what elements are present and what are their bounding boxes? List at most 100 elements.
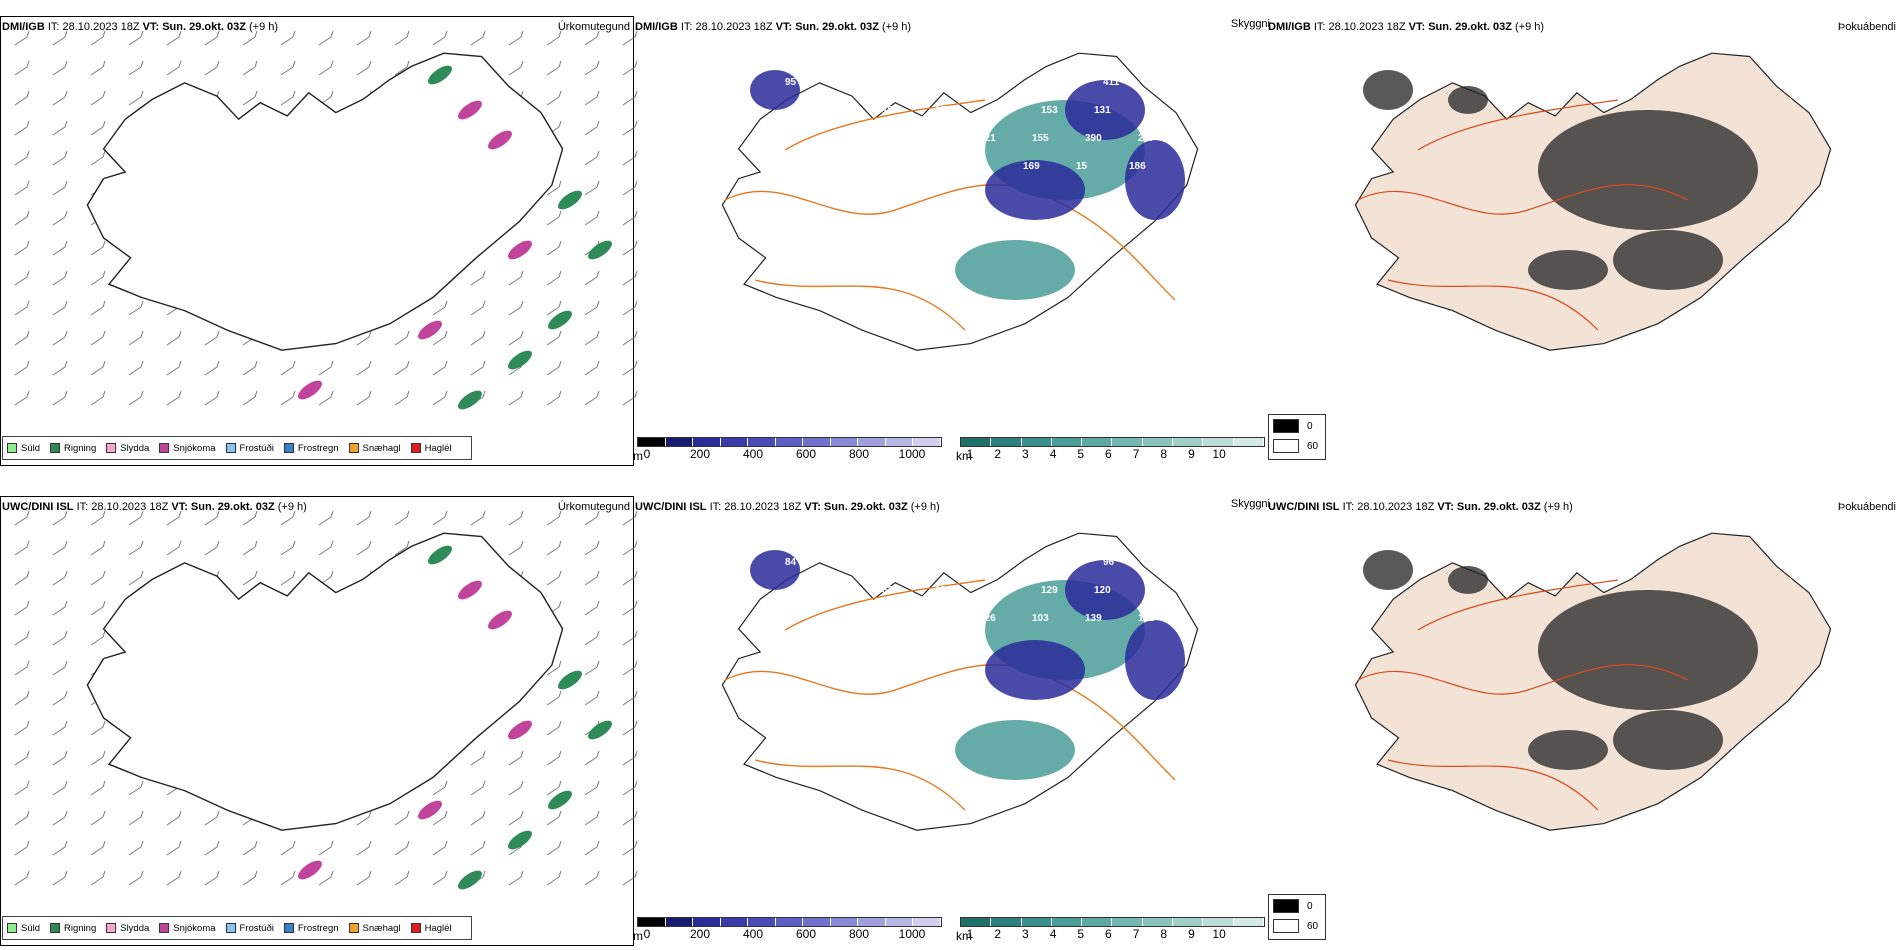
colorbar-cell [803,918,831,926]
colorbar-tick-label: 4 [1049,927,1057,941]
wind-barb [242,840,258,856]
colorbar-cell [803,438,831,446]
legend-swatch [159,923,170,933]
wind-barb [14,660,30,676]
wind-barb [584,270,600,286]
colorbar-tick-label: 800 [848,927,870,941]
coastline [86,532,564,831]
cloud-base-label: 100 [873,133,890,144]
wind-barb [90,240,106,256]
legend-swatch [106,923,117,933]
legend-item: Snæhagl [348,923,401,934]
wind-barb [584,300,600,316]
wind-barb [546,660,562,676]
wind-barb [622,780,638,796]
wind-barb [128,330,144,346]
wind-barb [14,840,30,856]
wind-barb [90,780,106,796]
wind-barb [128,360,144,376]
fog-panel-row2: UWC/DINI ISL IT: 28.10.2023 18Z VT: Sun.… [1268,480,1900,950]
colorbar-cell [638,438,666,446]
cloud-base-label: 65 [997,557,1009,568]
cloud-base-label: 142 [970,161,987,172]
fog-index-legend: 0 60 [1268,894,1326,940]
cloud-base-label: 105 [961,189,978,200]
wind-barb [52,300,68,316]
colorbar-tick-label: 9 [1188,447,1195,461]
colorbar-cell [1203,438,1234,446]
wind-barb [242,870,258,886]
fog-area [1448,566,1488,594]
wind-barb [546,810,562,826]
colorbar-cell [1051,438,1083,446]
colorbar-cell [913,918,942,926]
wind-barb [584,840,600,856]
colorbar-tick-label: 400 [742,447,764,461]
cloud-base-label: 51 [1050,557,1062,568]
wind-barb [242,30,258,46]
wind-barb [14,570,30,586]
cloud-base-label: 100 [829,585,846,596]
cloud-base-label: 211 [838,557,855,568]
colorbar-tick-label: 200 [689,447,711,461]
wind-barb [546,690,562,706]
wind-barb [52,570,68,586]
wind-barb [470,510,486,526]
colorbar-tick-label: 4 [1049,447,1057,461]
wind-barb [52,30,68,46]
panel-variable-label: Skyggni [1230,18,1270,30]
wind-barb [584,330,600,346]
wind-barb [52,150,68,166]
colorbar-cell [1142,918,1174,926]
legend-swatch [7,443,17,453]
wind-barb [280,360,296,376]
fog-area [1528,730,1608,770]
cloud-base-label: 205 [917,161,934,172]
legend-item: Frostregn [283,443,339,454]
cloud-area [955,240,1075,300]
wind-barb [14,510,30,526]
legend-item: Haglél [410,923,452,934]
legend-swatch [50,443,61,453]
wind-barb [470,300,486,316]
wind-barb [622,330,638,346]
model-name: UWC/DINI ISL [2,501,74,513]
wind-barb [584,570,600,586]
legend-item: Slydda [106,923,149,934]
fog-area [1538,110,1758,230]
wind-barb [584,360,600,376]
wind-barb [508,270,524,286]
wind-barb [90,570,106,586]
wind-barb [52,540,68,556]
wind-barb [14,750,30,766]
panel-variable-label: Þokuábendi [1837,21,1896,33]
fog-legend-row: 60 [1273,439,1318,453]
init-time: IT: 28.10.2023 18Z [76,501,169,513]
map-frame [0,496,634,946]
wind-barb [622,120,638,136]
wind-barb [52,390,68,406]
precip-area [298,380,322,400]
legend-item: Snjókoma [159,443,216,454]
colorbar-tick-label: 1000 [898,447,926,461]
colorbar-tick-label: 0 [643,447,651,461]
wind-barb [14,60,30,76]
wind-barb [584,210,600,226]
cloud-base-label: 121 [979,133,996,144]
wind-barb [432,330,448,346]
wind-barb [318,30,334,46]
cloud-base-label: 137 [802,189,819,200]
wind-barb [432,510,448,526]
wind-barb [52,330,68,346]
colorbar-ticks: 1 2 3 4 5 6 7 8 9 10 [960,447,1265,461]
wind-barb [508,540,524,556]
wind-barb [204,360,220,376]
wind-barb [90,390,106,406]
wind-barb [90,300,106,316]
wind-barb [622,540,638,556]
wind-barb [584,780,600,796]
lead-time: (+9 h) [1543,501,1573,513]
panel-variable-label: Úrkomutegund [557,501,630,513]
legend-item: Frostregn [283,923,339,934]
colorbar-tick-label: 9 [1188,927,1195,941]
